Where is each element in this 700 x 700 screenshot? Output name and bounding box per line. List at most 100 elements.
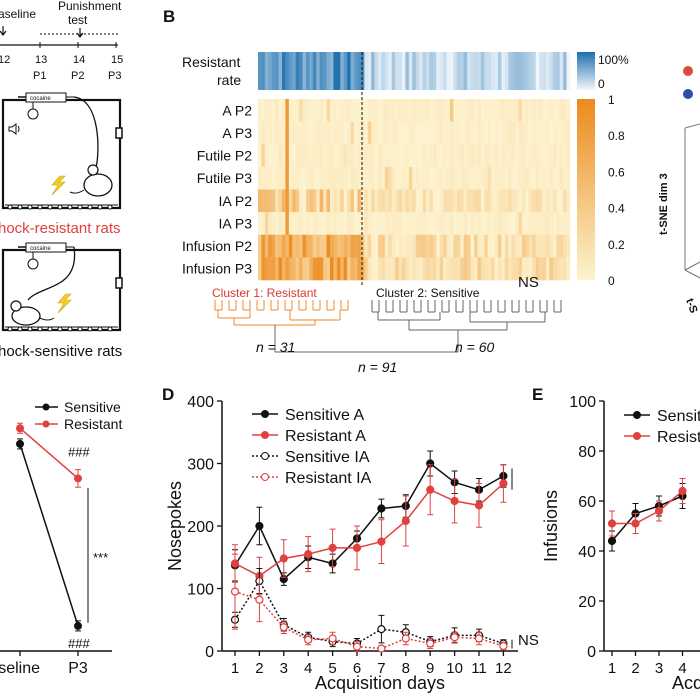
heat-cell bbox=[453, 257, 458, 281]
heat-cell bbox=[484, 166, 489, 190]
heat-cell bbox=[402, 189, 406, 213]
heat-cell bbox=[264, 234, 269, 258]
heat-cell bbox=[552, 212, 557, 236]
heat-cell bbox=[470, 121, 475, 145]
heat-cell bbox=[556, 189, 561, 213]
heat-cell bbox=[288, 257, 293, 281]
heat-cell bbox=[439, 166, 444, 190]
heat-cell bbox=[470, 144, 475, 168]
x-tick-label: 3 bbox=[280, 660, 288, 677]
heat-cell bbox=[487, 234, 492, 258]
heat-cell bbox=[360, 121, 365, 145]
heat-cell bbox=[381, 166, 386, 190]
heat-cell bbox=[367, 99, 372, 122]
data-point bbox=[607, 536, 617, 546]
heat-cell bbox=[408, 99, 413, 122]
heat-cell bbox=[391, 212, 396, 236]
heat-cell bbox=[398, 257, 403, 281]
heat-cell bbox=[312, 144, 317, 168]
heat-cell bbox=[436, 166, 441, 190]
heat-cell bbox=[501, 121, 506, 145]
heat-cell bbox=[295, 257, 300, 281]
legend-dot-sensitive bbox=[683, 89, 693, 99]
heat-cell bbox=[518, 121, 523, 145]
heat-cell bbox=[374, 189, 379, 213]
heat-cell bbox=[432, 212, 437, 236]
heat-cell bbox=[268, 99, 273, 122]
rate-cell bbox=[498, 52, 502, 90]
heat-cell bbox=[288, 121, 293, 145]
resistant-caption: hock-resistant rats bbox=[0, 220, 121, 237]
rate-cell bbox=[491, 52, 495, 90]
heat-cell bbox=[429, 99, 434, 122]
heat-cell bbox=[498, 144, 502, 168]
heat-cell bbox=[326, 99, 331, 122]
heat-cell bbox=[316, 189, 321, 213]
heat-cell bbox=[316, 99, 321, 122]
heat-cell bbox=[275, 121, 279, 145]
heat-cell bbox=[278, 166, 283, 190]
heat-cell bbox=[426, 257, 430, 281]
heat-cell bbox=[546, 234, 550, 258]
heat-cell bbox=[439, 257, 444, 281]
heat-cell bbox=[295, 212, 300, 236]
heat-row-label: Futile P3 bbox=[197, 170, 252, 186]
heat-cell bbox=[354, 121, 358, 145]
heat-cell bbox=[282, 189, 286, 213]
rate-cell bbox=[467, 52, 471, 90]
heat-cell bbox=[556, 121, 561, 145]
heat-cell bbox=[559, 257, 564, 281]
heat-cell bbox=[480, 234, 485, 258]
heat-cell bbox=[546, 144, 550, 168]
heat-cell bbox=[306, 234, 310, 258]
heat-cell bbox=[378, 144, 382, 168]
rate-cell bbox=[511, 52, 516, 90]
heat-cell bbox=[501, 166, 506, 190]
heat-cell bbox=[511, 144, 516, 168]
x-tick-label: 12 bbox=[495, 660, 512, 677]
heat-cell bbox=[343, 212, 348, 236]
rate-cell bbox=[566, 52, 571, 90]
heatmap-row-labels: A P2 A P3 Futile P2 Futile P3 IA P2 IA P3 Infu… bbox=[182, 102, 252, 276]
heat-cell bbox=[333, 212, 338, 236]
rate-cell bbox=[395, 52, 399, 90]
heat-cell bbox=[559, 144, 564, 168]
heat-cell bbox=[381, 257, 386, 281]
timeline-test-label: test bbox=[68, 13, 88, 27]
heat-cell bbox=[443, 257, 447, 281]
heat-cell bbox=[330, 234, 334, 258]
speaker-icon bbox=[8, 123, 20, 135]
heat-cell bbox=[477, 144, 482, 168]
heat-cell bbox=[422, 121, 427, 145]
legend-dot-resistant bbox=[683, 66, 693, 76]
y-tick-label: 100 bbox=[187, 582, 214, 599]
rat-icon bbox=[10, 300, 55, 326]
rate-cell bbox=[487, 52, 492, 90]
heat-cell bbox=[460, 144, 465, 168]
heat-cell bbox=[333, 234, 338, 258]
heat-cell bbox=[295, 144, 300, 168]
legend-marker bbox=[261, 431, 269, 439]
rate-cell bbox=[450, 52, 454, 90]
significance-sensitive: ### bbox=[68, 636, 90, 651]
heat-cell bbox=[443, 144, 447, 168]
heat-cell bbox=[408, 234, 413, 258]
heat-cell bbox=[436, 212, 441, 236]
heat-cell bbox=[312, 121, 317, 145]
heat-cell bbox=[388, 234, 393, 258]
heat-cell bbox=[511, 99, 516, 122]
x-tick-label: 7 bbox=[377, 660, 385, 677]
rate-cell bbox=[408, 52, 413, 90]
rate-cell bbox=[378, 52, 382, 90]
heat-cell bbox=[268, 257, 273, 281]
heat-cell bbox=[498, 121, 502, 145]
heat-cell bbox=[364, 212, 369, 236]
heat-cell bbox=[515, 257, 519, 281]
data-point bbox=[328, 543, 337, 552]
heat-cell bbox=[480, 166, 485, 190]
heat-cell bbox=[511, 166, 516, 190]
heat-cell bbox=[271, 121, 276, 145]
heat-cell bbox=[381, 189, 386, 213]
timeline-phase-p3: P3 bbox=[108, 70, 121, 82]
rate-cell bbox=[299, 52, 303, 90]
